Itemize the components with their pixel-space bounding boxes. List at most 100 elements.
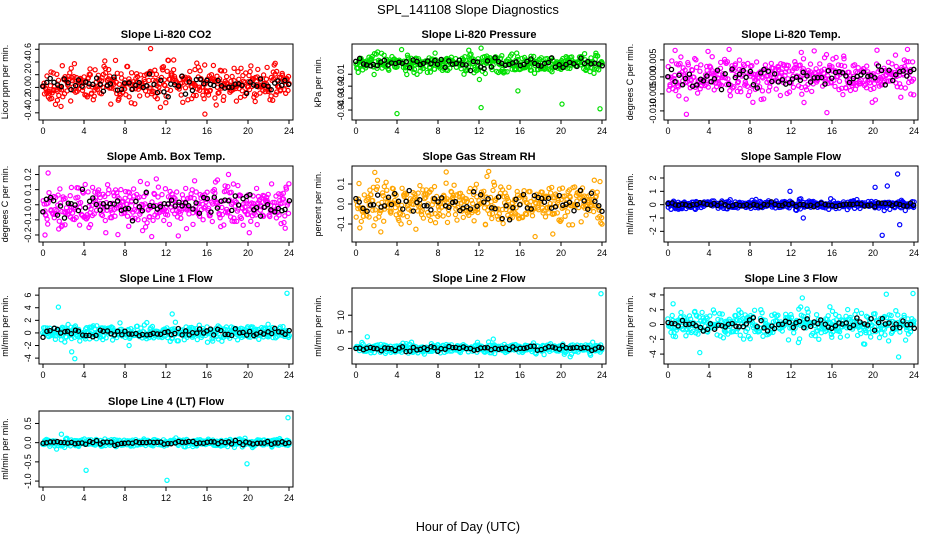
data-point	[353, 195, 359, 202]
data-point	[864, 322, 871, 328]
data-point	[158, 201, 164, 207]
x-tick-label: 4	[394, 248, 399, 258]
x-tick-label: 4	[81, 248, 86, 258]
data-point	[902, 207, 908, 214]
data-point	[52, 336, 59, 343]
data-point	[790, 324, 797, 331]
data-point	[591, 177, 597, 183]
data-point	[488, 349, 495, 356]
x-tick-label: 20	[868, 248, 878, 258]
data-point	[179, 332, 185, 338]
data-point	[855, 65, 861, 71]
data-point	[278, 220, 284, 227]
data-point	[139, 227, 146, 234]
data-point	[185, 203, 192, 209]
data-point	[154, 89, 161, 96]
data-point	[556, 62, 562, 68]
data-point	[902, 85, 908, 91]
data-point	[454, 217, 460, 223]
data-point	[761, 201, 767, 208]
data-point	[782, 72, 788, 79]
data-point	[280, 196, 287, 202]
data-point	[366, 214, 372, 220]
data-point	[828, 325, 835, 332]
data-point	[700, 328, 707, 334]
data-point	[161, 217, 167, 224]
data-point	[161, 77, 168, 83]
data-point	[523, 211, 530, 218]
data-point	[438, 56, 444, 63]
x-tick-label: 24	[909, 126, 919, 136]
data-point	[261, 204, 267, 211]
data-point	[373, 186, 380, 193]
data-point	[129, 86, 135, 93]
chart-title: Slope Gas Stream RH	[422, 151, 535, 163]
data-point	[815, 320, 821, 327]
data-point	[556, 186, 563, 192]
chart-title: Slope Li-820 Pressure	[422, 29, 537, 41]
data-point	[590, 208, 597, 215]
data-point	[764, 328, 771, 334]
data-point	[85, 189, 91, 195]
data-point	[247, 68, 253, 75]
data-point	[229, 73, 235, 80]
data-point	[850, 322, 857, 328]
y-axis-label: ml/min per min.	[0, 295, 10, 357]
data-point	[882, 82, 889, 88]
data-point	[797, 304, 804, 310]
data-point	[110, 325, 116, 331]
y-tick-label: 0	[648, 202, 658, 207]
data-point	[509, 51, 515, 57]
data-point	[201, 81, 207, 87]
data-point	[413, 226, 419, 232]
data-point	[718, 59, 724, 66]
data-point	[139, 207, 146, 214]
data-point	[732, 74, 739, 81]
data-point	[235, 202, 242, 208]
x-tick-label: 20	[556, 126, 566, 136]
data-point	[860, 69, 867, 75]
data-point	[111, 193, 117, 199]
data-point	[374, 192, 381, 198]
chart-title: Slope Amb. Box Temp.	[107, 151, 226, 163]
data-point	[179, 73, 185, 79]
chart-title: Slope Line 3 Flow	[745, 273, 838, 285]
data-point	[270, 199, 276, 206]
data-point	[190, 92, 197, 99]
data-point	[510, 205, 516, 211]
data-point	[818, 74, 825, 81]
x-tick-label: 4	[706, 248, 711, 258]
data-point	[424, 346, 431, 353]
data-point	[385, 194, 392, 200]
data-point	[282, 77, 288, 84]
data-point	[280, 190, 286, 196]
data-point	[750, 99, 756, 106]
data-point	[669, 58, 675, 64]
data-point	[374, 177, 381, 184]
data-point	[904, 203, 910, 209]
data-point	[749, 63, 755, 69]
data-point	[900, 203, 907, 209]
x-tick-label: 16	[202, 248, 212, 258]
data-point	[65, 321, 71, 328]
data-point	[440, 213, 446, 219]
data-point	[513, 205, 519, 211]
data-point	[751, 201, 757, 208]
data-point	[186, 79, 192, 85]
x-tick-label: 20	[243, 126, 253, 136]
y-tick-label: -2	[648, 335, 658, 343]
data-point	[686, 313, 693, 319]
data-point	[892, 52, 899, 58]
data-point	[247, 191, 253, 198]
data-point	[705, 84, 712, 90]
data-point	[103, 229, 109, 236]
data-point	[515, 88, 521, 94]
data-point	[384, 187, 390, 193]
y-tick-label: -2	[23, 341, 33, 349]
data-point	[68, 184, 75, 191]
data-point	[114, 328, 121, 335]
data-point	[824, 109, 830, 116]
data-point	[115, 231, 121, 238]
data-point	[775, 79, 782, 85]
data-point	[775, 312, 781, 318]
